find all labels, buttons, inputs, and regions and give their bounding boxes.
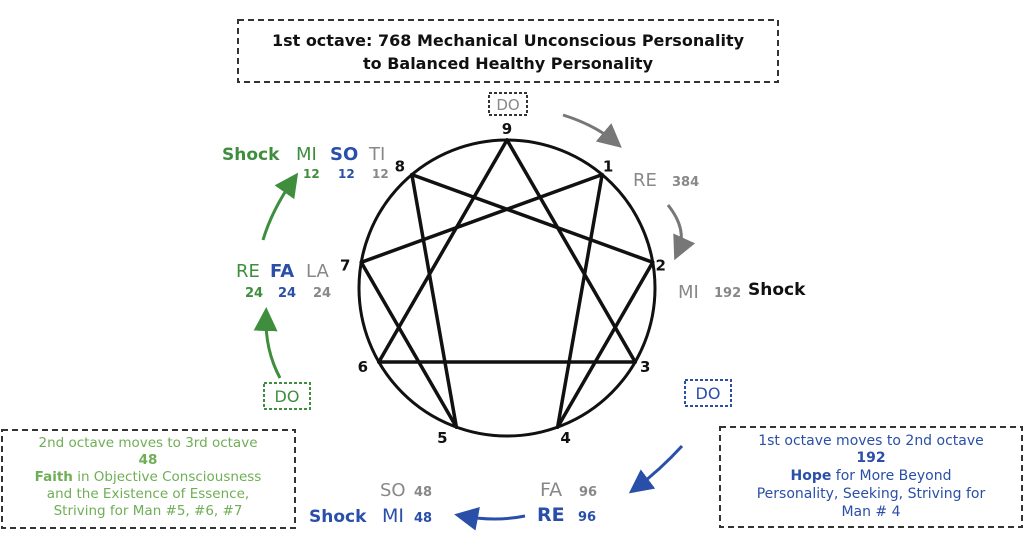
point-label-5: 5 bbox=[437, 429, 447, 447]
left-box-line-3-rest: in Objective Consciousness bbox=[73, 469, 261, 485]
re-384-num: 384 bbox=[672, 175, 699, 190]
enneagram-line-7-1 bbox=[359, 172, 604, 265]
mi-192-shock: Shock bbox=[748, 280, 806, 300]
so-12-num: 12 bbox=[338, 167, 355, 181]
fa-24-note: FA bbox=[270, 261, 294, 282]
enneagram-line-2-8 bbox=[410, 172, 655, 265]
do-right-label: DO bbox=[696, 384, 721, 403]
left-box-line-3: Faith in Objective Consciousness bbox=[35, 469, 262, 485]
enneagram-line-5-7 bbox=[359, 260, 459, 429]
mi-12-num: 12 bbox=[303, 167, 320, 181]
enneagram-line-9-3 bbox=[505, 138, 637, 364]
right-box-hope: Hope bbox=[791, 468, 832, 484]
left-box-line-4: and the Existence of Essence, bbox=[47, 486, 249, 502]
right-box-line-2: 192 bbox=[856, 450, 885, 466]
right-box-line-3-rest: for More Beyond bbox=[831, 468, 951, 484]
do-top-label: DO bbox=[496, 96, 519, 114]
right-note-box bbox=[719, 426, 1023, 528]
point-label-8: 8 bbox=[395, 158, 405, 176]
left-box-line-5: Striving for Man #5, #6, #7 bbox=[54, 503, 243, 519]
mi-48-num: 48 bbox=[414, 511, 432, 526]
mi-12-note: MI bbox=[296, 144, 317, 165]
fa-96-num: 96 bbox=[579, 485, 597, 500]
enneagram-line-6-9 bbox=[377, 138, 509, 364]
title-line-1: 1st octave: 768 Mechanical Unconscious P… bbox=[272, 31, 745, 50]
re-24-note: RE bbox=[236, 261, 260, 282]
mi-192-num: 192 bbox=[714, 286, 741, 301]
re-96-num: 96 bbox=[578, 510, 596, 525]
do-left-label: DO bbox=[275, 387, 300, 406]
la-24-note: LA bbox=[306, 261, 329, 282]
so-48-note: SO bbox=[380, 480, 406, 501]
arrow-re-to-mi bbox=[454, 506, 526, 531]
point-label-7: 7 bbox=[340, 256, 350, 274]
mi-12-shock: Shock bbox=[222, 145, 280, 165]
ti-12-note: TI bbox=[368, 144, 385, 165]
point-label-3: 3 bbox=[640, 358, 650, 376]
enneagram-circle bbox=[357, 138, 657, 438]
so-48-num: 48 bbox=[414, 485, 432, 500]
la-24-num: 24 bbox=[313, 286, 331, 301]
right-box-line-1: 1st octave moves to 2nd octave bbox=[758, 433, 984, 449]
re-384-note: RE bbox=[633, 170, 657, 191]
ti-12-num: 12 bbox=[372, 167, 389, 181]
fa-24-num: 24 bbox=[278, 286, 296, 301]
title-line-2: to Balanced Healthy Personality bbox=[363, 54, 654, 73]
mi-48-shock: Shock bbox=[309, 507, 367, 527]
mi-192-note: MI bbox=[678, 282, 699, 303]
do-right-box bbox=[684, 379, 732, 407]
enneagram-line-4-2 bbox=[555, 260, 655, 429]
point-label-1: 1 bbox=[603, 158, 613, 176]
arrow-do-to-fa bbox=[628, 444, 684, 494]
arrow-re-to-mi bbox=[261, 172, 299, 241]
point-label-4: 4 bbox=[560, 429, 570, 447]
right-box-line-4: Personality, Seeking, Striving for bbox=[757, 486, 986, 502]
right-box-line-5: Man # 4 bbox=[841, 504, 900, 520]
right-box-line-3: Hope for More Beyond bbox=[791, 468, 952, 484]
so-12-note: SO bbox=[330, 144, 358, 165]
re-96-note: RE bbox=[537, 504, 565, 526]
point-label-2: 2 bbox=[656, 256, 666, 274]
do-left-box bbox=[263, 382, 311, 410]
fa-96-note: FA bbox=[540, 479, 562, 501]
arrow-re-to-mi bbox=[666, 204, 696, 261]
point-label-6: 6 bbox=[358, 358, 368, 376]
left-note-box bbox=[1, 429, 296, 529]
enneagram-line-1-4 bbox=[555, 172, 604, 429]
left-box-line-1: 2nd octave moves to 3rd octave bbox=[38, 435, 257, 451]
arrow-do-to-re bbox=[253, 307, 282, 379]
left-box-faith: Faith bbox=[35, 469, 73, 485]
left-box-line-2: 48 bbox=[139, 452, 158, 468]
arrow-do-to-re bbox=[562, 113, 622, 148]
mi-48-note: MI bbox=[382, 505, 404, 527]
title-box bbox=[237, 19, 779, 83]
point-label-9: 9 bbox=[502, 120, 512, 138]
enneagram-line-8-5 bbox=[410, 172, 459, 429]
re-24-num: 24 bbox=[245, 286, 263, 301]
